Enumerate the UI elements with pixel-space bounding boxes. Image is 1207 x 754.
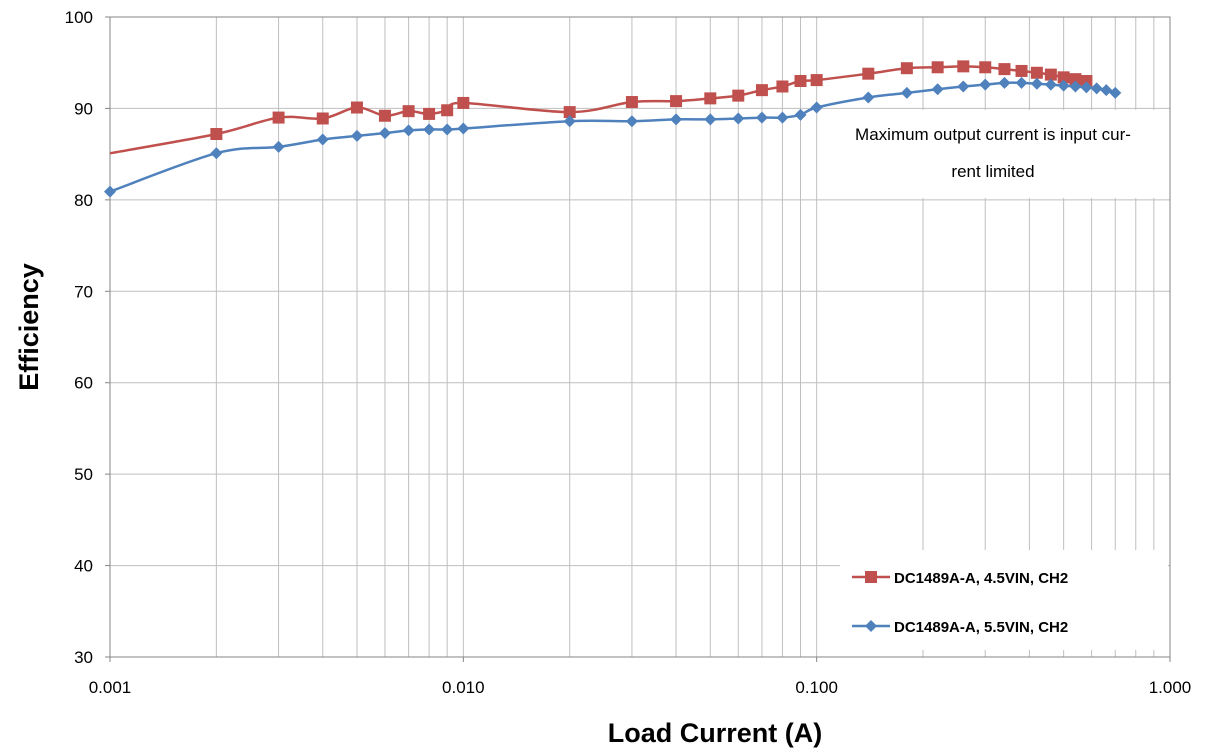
data-point: [378, 127, 391, 140]
data-point: [670, 95, 683, 108]
data-point: [1109, 86, 1122, 99]
legend-label-5-5vin: DC1489A-A, 5.5VIN, CH2: [894, 619, 1068, 636]
annotation-background: [818, 110, 1168, 198]
y-tick-label: 40: [74, 557, 93, 576]
legend-label-4-5vin: DC1489A-A, 4.5VIN, CH2: [894, 570, 1068, 587]
data-point: [704, 92, 717, 105]
data-point: [979, 78, 992, 91]
data-point: [457, 122, 470, 135]
data-point: [979, 61, 992, 74]
x-tick-label: 0.010: [442, 678, 485, 697]
annotation-line-2: rent limited: [951, 162, 1034, 181]
data-point: [862, 91, 875, 104]
series-0: [109, 60, 1093, 155]
data-point: [210, 147, 223, 160]
plot-frame: [109, 16, 1171, 658]
data-point: [625, 96, 638, 109]
data-point: [402, 124, 415, 137]
data-point: [776, 111, 789, 124]
data-point: [625, 115, 638, 128]
data-point: [1100, 84, 1113, 97]
y-axis: 30 40 50 60 70 80 90 100: [65, 8, 110, 667]
data-point: [670, 113, 683, 126]
data-point: [104, 185, 116, 198]
data-point: [457, 96, 470, 109]
y-tick-label: 70: [74, 282, 93, 301]
y-axis-title: Efficiency: [14, 263, 44, 391]
data-point: [563, 106, 576, 119]
data-point: [1030, 77, 1043, 90]
data-point: [900, 86, 913, 99]
data-point: [210, 128, 223, 141]
data-point: [1015, 76, 1028, 89]
data-point: [862, 67, 875, 80]
data-point: [957, 80, 970, 93]
y-tick-label: 50: [74, 465, 93, 484]
data-point: [563, 115, 576, 128]
data-point: [441, 104, 454, 117]
data-point: [1044, 78, 1057, 91]
data-point: [1080, 81, 1093, 94]
annotation-line-1: Maximum output current is input cur-: [855, 125, 1131, 144]
data-point: [732, 112, 745, 125]
data-point: [931, 83, 944, 96]
x-axis: 0.001 0.010 0.100 1.000: [89, 657, 1192, 697]
data-point: [378, 109, 391, 122]
legend-marker-0: [865, 571, 877, 583]
data-point: [931, 61, 944, 74]
data-point: [1030, 66, 1043, 79]
data-point: [1057, 71, 1070, 84]
legend-marker-1: [865, 620, 877, 632]
data-point: [794, 108, 807, 121]
data-point: [998, 63, 1011, 76]
data-point: [1057, 79, 1070, 92]
data-point: [794, 75, 807, 87]
data-point: [272, 140, 285, 153]
data-point: [1044, 68, 1057, 81]
y-tick-label: 90: [74, 99, 93, 118]
y-tick-label: 30: [74, 648, 93, 667]
data-point: [350, 101, 363, 114]
annotation-box: Maximum output current is input cur- ren…: [818, 110, 1168, 198]
data-point: [441, 123, 454, 136]
data-point: [402, 105, 415, 118]
data-point: [423, 123, 436, 136]
data-point: [957, 60, 970, 73]
series-1: [104, 76, 1122, 198]
x-axis-title: Load Current (A): [608, 718, 822, 748]
y-tick-label: 80: [74, 191, 93, 210]
data-point: [1069, 73, 1082, 86]
y-tick-label: 100: [65, 8, 93, 27]
data-point: [704, 113, 717, 126]
data-point: [732, 89, 745, 102]
legend: DC1489A-A, 4.5VIN, CH2 DC1489A-A, 5.5VIN…: [840, 550, 1168, 650]
data-point: [1080, 75, 1093, 87]
data-point: [900, 62, 913, 75]
legend-background: [840, 550, 1168, 650]
data-point: [1069, 80, 1082, 93]
data-point: [776, 80, 789, 93]
data-point: [316, 133, 329, 146]
data-point: [810, 74, 823, 87]
data-point: [272, 111, 285, 124]
x-tick-label: 1.000: [1149, 678, 1192, 697]
x-tick-label: 0.001: [89, 678, 132, 697]
data-point: [316, 112, 329, 125]
data-point: [755, 111, 768, 124]
data-point: [810, 101, 823, 114]
data-point: [1090, 82, 1103, 95]
series-group: [104, 60, 1122, 198]
x-tick-label: 0.100: [795, 678, 838, 697]
data-point: [998, 76, 1011, 89]
data-point: [423, 107, 436, 120]
data-point: [350, 129, 363, 142]
y-tick-label: 60: [74, 374, 93, 393]
data-point: [755, 84, 768, 97]
data-point: [1015, 64, 1028, 77]
